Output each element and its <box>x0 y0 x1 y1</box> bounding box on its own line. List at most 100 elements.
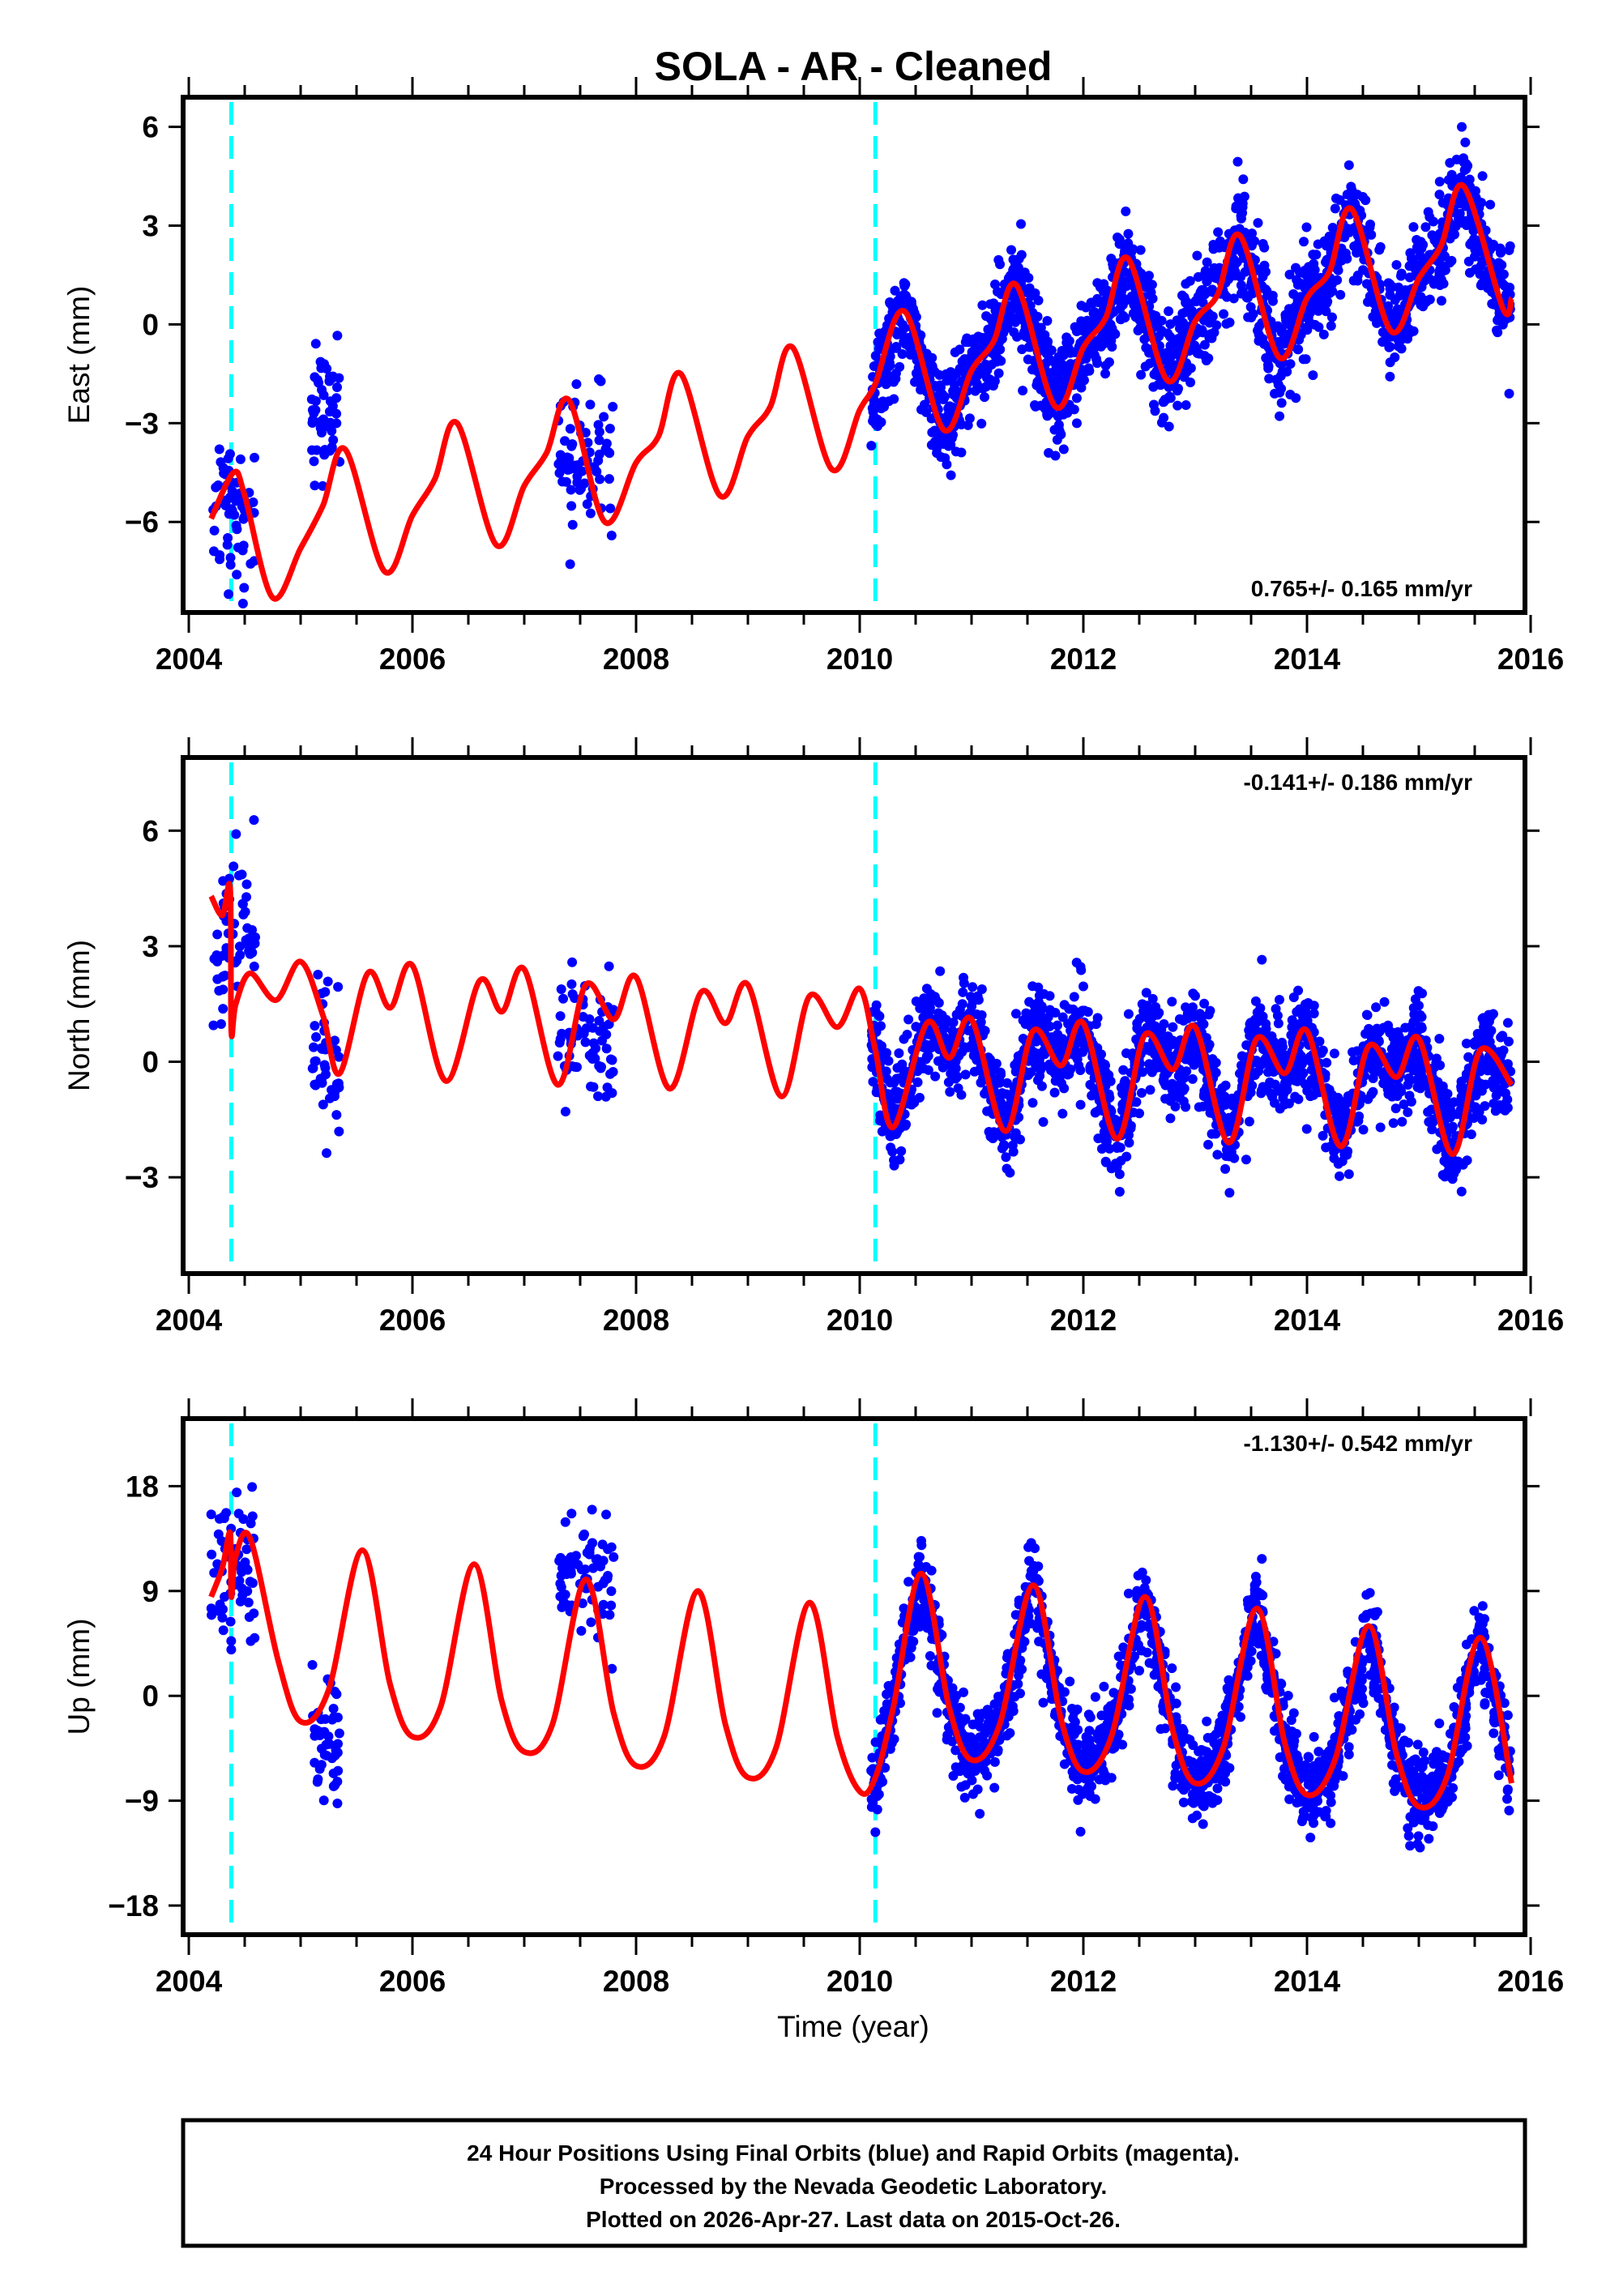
observed-point <box>1326 321 1336 331</box>
observed-point <box>930 1071 941 1082</box>
observed-point <box>556 455 566 466</box>
observed-point <box>587 1504 597 1515</box>
observed-point <box>1280 312 1291 322</box>
observed-point <box>601 1043 612 1054</box>
observed-point <box>912 372 923 382</box>
observed-point <box>1413 986 1424 996</box>
observed-point <box>1394 1031 1404 1042</box>
observed-point <box>327 425 337 436</box>
observed-point <box>596 1063 606 1073</box>
observed-point <box>1220 1163 1231 1174</box>
observed-point <box>1170 1101 1181 1112</box>
observed-point <box>556 984 566 995</box>
x-tick-label: 2014 <box>1274 1304 1341 1337</box>
observed-point <box>1362 297 1373 307</box>
observed-point <box>212 974 223 984</box>
observed-point <box>1372 1024 1382 1035</box>
observed-point <box>1154 1008 1164 1018</box>
observed-point <box>1025 1012 1036 1022</box>
observed-point <box>601 438 612 449</box>
observed-point <box>1391 259 1402 270</box>
observed-point <box>556 1555 566 1565</box>
observed-point <box>1165 319 1176 330</box>
observed-point <box>1434 177 1445 187</box>
observed-point <box>1228 267 1239 277</box>
observed-point <box>319 359 330 369</box>
observed-point <box>571 1062 582 1073</box>
observed-point <box>900 279 911 289</box>
observed-point <box>1308 370 1318 381</box>
observed-point <box>898 319 908 330</box>
observed-point <box>979 392 989 403</box>
observed-point <box>1324 1085 1335 1095</box>
observed-point <box>1134 1108 1145 1119</box>
observed-point <box>1254 321 1264 331</box>
observed-point <box>1161 348 1172 358</box>
observed-point <box>881 379 891 390</box>
observed-point <box>933 1010 944 1021</box>
observed-point <box>1383 301 1394 311</box>
observed-point <box>1457 122 1467 132</box>
observed-point <box>1418 1748 1429 1758</box>
observed-point <box>1368 312 1378 322</box>
observed-point <box>207 1610 217 1620</box>
observed-point <box>1199 315 1210 326</box>
observed-point <box>1301 1124 1312 1134</box>
observed-point <box>1135 245 1146 255</box>
observed-point <box>1224 1097 1234 1107</box>
observed-point <box>1247 228 1258 239</box>
observed-point <box>1069 404 1079 415</box>
observed-point <box>1361 1009 1372 1020</box>
observed-point <box>1461 1039 1471 1049</box>
observed-point <box>307 1660 318 1671</box>
observed-point <box>923 1065 933 1075</box>
observed-point <box>1161 394 1172 404</box>
observed-point <box>1165 1113 1176 1124</box>
observed-point <box>920 1054 931 1065</box>
observed-point <box>1428 216 1438 227</box>
observed-point <box>1160 1094 1171 1104</box>
observed-point <box>582 499 592 510</box>
observed-point <box>237 599 248 609</box>
observed-point <box>608 402 618 412</box>
observed-point <box>1347 195 1357 206</box>
observed-point <box>556 1582 566 1593</box>
observed-point <box>945 401 955 412</box>
observed-point <box>1137 999 1147 1009</box>
observed-point <box>1420 222 1431 233</box>
observed-point <box>598 1599 609 1610</box>
observed-point <box>596 376 606 386</box>
observed-point <box>214 444 224 455</box>
observed-point <box>1010 317 1020 327</box>
observed-point <box>576 1626 587 1637</box>
observed-point <box>1006 273 1017 284</box>
observed-point <box>966 992 976 1002</box>
observed-point <box>334 1082 344 1093</box>
observed-point <box>1002 1078 1012 1088</box>
chart-title: SOLA - AR - Cleaned <box>655 44 1053 89</box>
observed-point <box>1324 288 1335 298</box>
observed-point <box>1198 1091 1209 1102</box>
observed-point <box>1181 1002 1191 1013</box>
observed-point <box>1148 399 1159 410</box>
observed-point <box>1246 312 1257 322</box>
model-curve <box>208 881 1514 1158</box>
observed-point <box>1321 1142 1331 1153</box>
observed-point <box>1321 257 1331 267</box>
observed-point <box>1156 417 1167 428</box>
y-tick-label: 3 <box>142 209 159 242</box>
observed-point <box>1352 275 1363 286</box>
observed-point <box>1147 280 1157 290</box>
observed-point <box>585 508 596 519</box>
observed-point <box>1192 250 1202 261</box>
x-tick-label: 2012 <box>1050 642 1117 676</box>
observed-point <box>1263 363 1274 373</box>
observed-point <box>1143 1014 1153 1024</box>
observed-point <box>1367 1034 1377 1044</box>
observed-point <box>1121 295 1132 305</box>
observed-point <box>1305 307 1316 318</box>
observed-point <box>315 423 326 433</box>
observed-point <box>1069 1050 1079 1061</box>
observed-point <box>989 1128 1000 1138</box>
observed-point <box>1178 1015 1189 1026</box>
